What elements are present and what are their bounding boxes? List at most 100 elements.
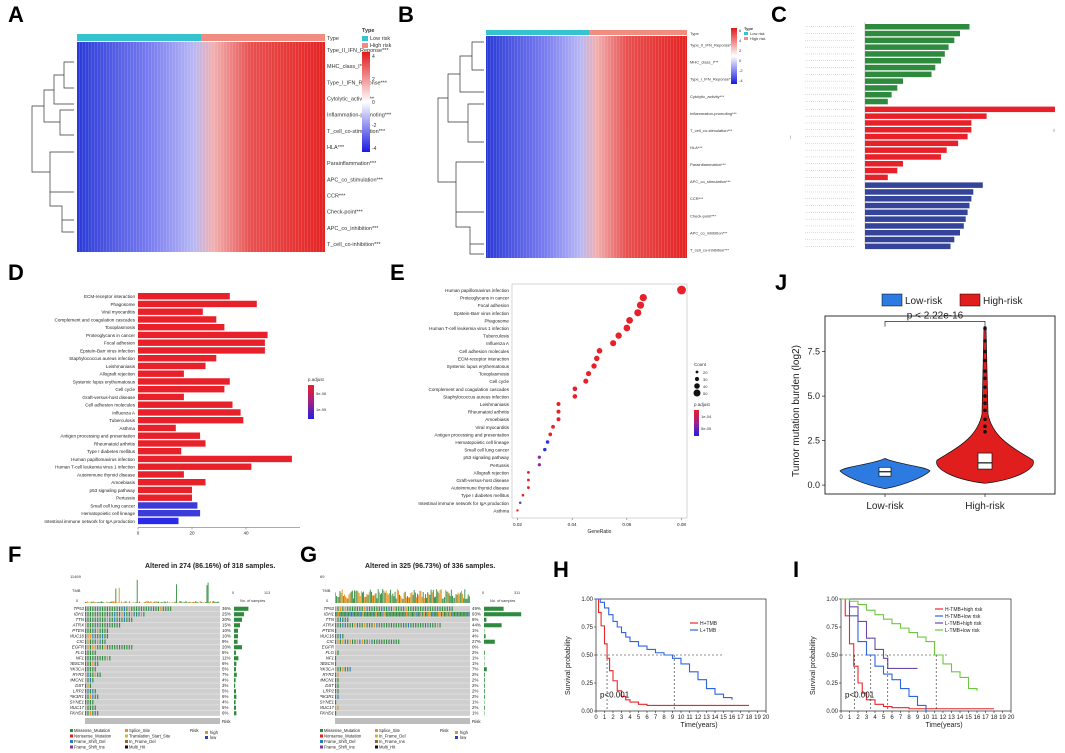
bar-chart-d: ECM-receptor interaction Phagosome Viral m… — [44, 293, 327, 535]
oncoplot-gene: RYR2 — [72, 672, 84, 677]
scale-tick-b: -2 — [739, 68, 743, 73]
heatmap-a-row-label: Cytolytic_activity*** — [327, 97, 375, 103]
km-x-tick: 16 — [729, 715, 736, 721]
km-x-tick: 16 — [974, 715, 981, 721]
bar-d — [138, 324, 225, 331]
type-bar-high — [201, 34, 325, 41]
oncoplot-side-bar — [234, 711, 237, 716]
risk-legend-item: high — [210, 730, 219, 735]
ylabel-j: Tumor mutation burden (log2) — [791, 345, 802, 477]
heatmap-a-row-label: APC_co_inhibition*** — [327, 226, 379, 232]
bar-d-label: Phagosome — [110, 302, 135, 307]
x-tick-e: 0.06 — [622, 522, 631, 527]
oncoplot-gene: DST — [325, 683, 334, 688]
bar-c-green — [865, 92, 892, 98]
oncoplot-gene: MUC16 — [70, 634, 85, 639]
dot-e — [548, 432, 553, 437]
risk-legend-item: high — [460, 730, 469, 735]
heatmap-b-row-label: Inflammation-promoting*** — [690, 111, 737, 116]
panel-label-h: H — [553, 557, 569, 582]
oncoplot-side-bar — [484, 705, 485, 710]
bar-d — [138, 479, 206, 486]
km-x-tick: 7 — [899, 715, 903, 721]
oncoplot-percent: 2% — [472, 694, 478, 699]
oncoplot-percent: 1% — [472, 700, 478, 705]
oncoplot-percent: 1% — [472, 661, 478, 666]
tmb-top-tick: 69 — [320, 574, 325, 579]
oncoplot-legend-item: Nonsense_Mutation — [324, 734, 362, 739]
outlier-high — [983, 376, 987, 381]
panel-label-d: D — [8, 260, 24, 285]
dot-e — [623, 324, 631, 332]
oncoplot-gene: OBSCN — [70, 661, 85, 666]
violin-chart-j: Low-risk High-risk 0.0 2.5 5.0 7.5 Low-risk H… — [791, 293, 1056, 512]
km-x-tick: 17 — [737, 715, 744, 721]
dot-e — [556, 409, 561, 414]
oncoplot-legend-item: Missense_Mutation — [74, 728, 111, 733]
risk-legend-item: low — [210, 735, 217, 740]
km-x-tick: 18 — [746, 715, 753, 721]
oncoplot-f: Altered in 274 (86.16%) of 318 samples. … — [70, 563, 275, 750]
tmb-top-tick: 11469 — [70, 574, 82, 579]
dot-e-label: Viral myocarditis — [475, 425, 509, 430]
oncoplot-percent: 4% — [222, 700, 228, 705]
oncoplot-percent: 27% — [472, 639, 481, 644]
dot-e-label: Tuberculosis — [483, 334, 510, 339]
km-pvalue: p<0.001 — [845, 691, 875, 700]
bar-c-blue — [865, 216, 966, 222]
y-tick-j: 2.5 — [807, 436, 820, 446]
bar-c-red — [865, 106, 1055, 113]
dot-e-label: Complement and coagulation cascades — [429, 387, 510, 392]
panel-label-g: G — [300, 542, 318, 567]
oncoplot-side-bar — [234, 689, 236, 694]
km-x-tick: 2 — [856, 715, 860, 721]
oncoplot-gene: PIK3CA — [320, 667, 334, 672]
outlier-high — [983, 408, 987, 413]
bar-c-red — [865, 167, 898, 174]
oncoplot-gene: MUC17 — [70, 705, 85, 710]
bar-d — [138, 409, 241, 416]
bar-d-label: Human papillomavirus infection — [71, 457, 135, 462]
km-y-tick: 0.00 — [581, 709, 593, 715]
dot-e — [537, 463, 541, 467]
km-x-tick: 0 — [839, 715, 843, 721]
bar-d-label: Tuberculosis — [109, 418, 136, 423]
heatmap-b-row-label: CCR*** — [690, 196, 704, 201]
bar-c-green — [865, 85, 898, 91]
bar-d-label: Systemic lupus erythematosus — [73, 379, 136, 384]
km-x-tick: 18 — [991, 715, 998, 721]
dot-e-label: p53 signaling pathway — [464, 455, 510, 460]
oncoplot-percent: 7% — [472, 667, 478, 672]
km-x-tick: 12 — [695, 715, 702, 721]
bar-c-blue — [865, 182, 983, 188]
count-legend-tick: 40 — [703, 384, 708, 389]
bar-d-label: Type I diabetes mellitus — [87, 449, 136, 454]
km-x-tick: 3 — [865, 715, 869, 721]
bar-d — [138, 316, 217, 323]
km-y-tick: 0.25 — [581, 681, 593, 687]
dot-e — [610, 340, 617, 347]
panel-label-f: F — [8, 542, 22, 567]
oncoplot-percent: 20% — [222, 645, 231, 650]
type-label: Type — [327, 36, 339, 42]
oncoplot-gene: HMCN1 — [320, 678, 335, 683]
oncoplot-legend-item: In_Frame_Ins — [379, 739, 405, 744]
bar-c-red — [865, 161, 903, 167]
km-x-tick: 12 — [940, 715, 947, 721]
heatmap-b-row-label: Type_II_IFN_Reponse*** — [690, 43, 735, 48]
legend-swatch-high — [959, 293, 981, 307]
count-legend-dot — [695, 370, 699, 374]
km-x-tick: 9 — [916, 715, 920, 721]
heatmap-a-row-label: Parainflammation*** — [327, 161, 377, 167]
panel-label-e: E — [390, 260, 405, 285]
padj-legend-title-e: p.adjust — [694, 402, 711, 407]
padj-tick-e: 1e-04 — [701, 414, 712, 419]
km-x-tick: 9 — [671, 715, 675, 721]
dot-e — [615, 332, 622, 339]
oncoplot-percent: 4% — [222, 678, 228, 683]
oncoplot-gene: FKHD1 — [320, 711, 335, 716]
oncoplot-percent: 2% — [472, 650, 478, 655]
dot-e-label: Influenza A — [486, 341, 510, 346]
outlier-high — [983, 326, 987, 331]
heatmap-b-row-label: Type_I_IFN_Reponse*** — [690, 77, 734, 82]
